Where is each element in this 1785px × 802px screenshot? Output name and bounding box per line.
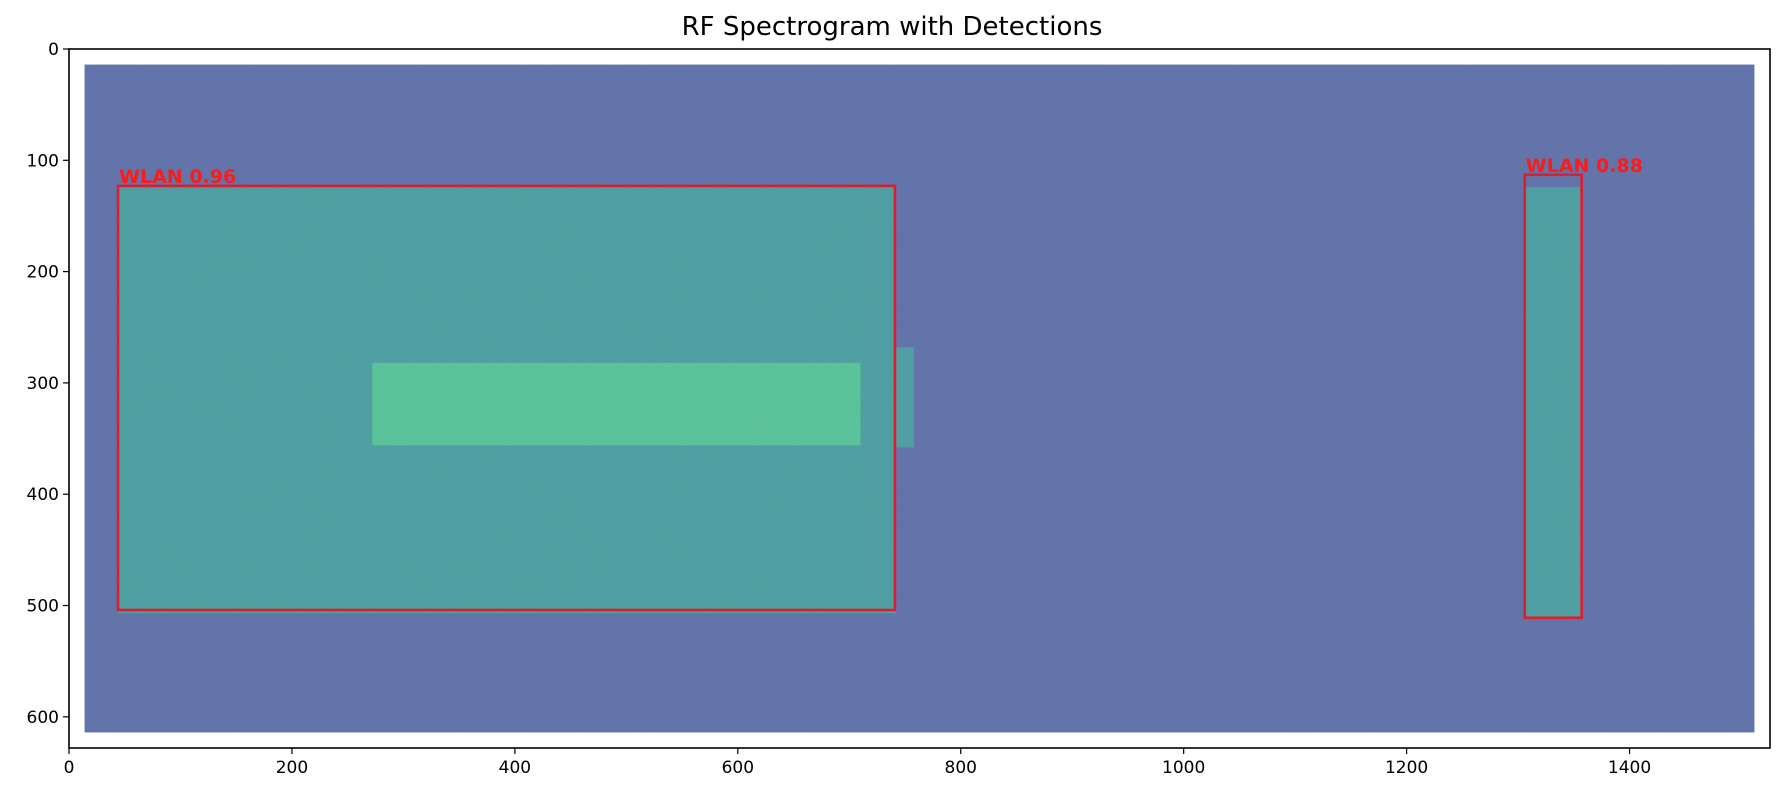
x-tick-label-0: 0 [64,758,75,778]
detection-box-1 [1523,173,1583,620]
x-tick-label-2: 400 [499,758,531,778]
x-tick-label-1: 200 [276,758,308,778]
axes-frame [68,48,1771,749]
x-tick-label-5: 1000 [1162,758,1205,778]
detection-label-1: WLAN 0.88 [1526,155,1643,177]
noise-texture [84,64,1755,733]
y-tick-label-3: 300 [27,374,59,394]
x-tick-label-4: 800 [945,758,977,778]
y-tick-label-4: 400 [27,485,59,505]
detections-layer: WLAN 0.96 WLAN 0.88 [116,155,1643,620]
x-tick-label-6: 1200 [1385,758,1428,778]
chart-title: RF Spectrogram with Detections [682,12,1103,42]
x-tick-label-3: 600 [722,758,754,778]
y-tick-label-6: 600 [27,708,59,728]
x-axis: 0 200 400 600 800 1000 1200 1400 [64,748,1651,778]
y-tick-label-1: 100 [27,151,59,171]
x-tick-label-7: 1400 [1608,758,1651,778]
spectrogram-noise-texture [84,64,1755,733]
y-axis: 0 100 200 300 400 500 600 [27,40,69,728]
detection-box-0 [116,184,897,612]
detection-label-0: WLAN 0.96 [119,166,236,188]
y-tick-label-2: 200 [27,263,59,283]
y-tick-label-0: 0 [48,40,59,60]
y-tick-label-5: 500 [27,597,59,617]
